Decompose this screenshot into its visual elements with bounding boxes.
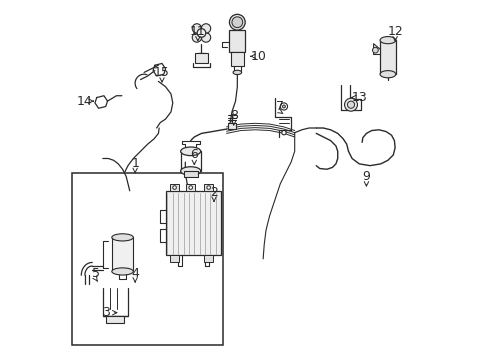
Bar: [204, 184, 212, 191]
Ellipse shape: [180, 167, 201, 175]
Circle shape: [346, 101, 354, 108]
Bar: [204, 255, 212, 262]
Circle shape: [192, 24, 201, 33]
Ellipse shape: [233, 70, 241, 75]
Bar: [72, 173, 223, 345]
Bar: [230, 51, 244, 66]
Text: 10: 10: [250, 50, 266, 63]
Circle shape: [197, 29, 205, 37]
Text: 7: 7: [276, 100, 284, 113]
Text: 11: 11: [190, 25, 205, 38]
Circle shape: [282, 105, 285, 108]
Circle shape: [229, 14, 244, 30]
Text: 12: 12: [386, 25, 402, 38]
Circle shape: [281, 131, 285, 135]
Text: 14: 14: [77, 95, 93, 108]
Text: 2: 2: [210, 186, 218, 199]
Bar: [229, 30, 244, 51]
Text: 4: 4: [131, 267, 139, 280]
Bar: [170, 184, 179, 191]
Text: 5: 5: [91, 267, 100, 280]
Bar: [183, 171, 198, 177]
Ellipse shape: [112, 234, 133, 241]
Bar: [106, 316, 124, 323]
Circle shape: [201, 24, 210, 33]
Circle shape: [172, 186, 176, 189]
Bar: [112, 237, 133, 271]
Circle shape: [192, 33, 201, 42]
Ellipse shape: [379, 37, 395, 44]
Text: 15: 15: [154, 66, 170, 79]
Text: 3: 3: [102, 306, 110, 319]
Circle shape: [201, 33, 210, 42]
Bar: [165, 191, 221, 255]
Circle shape: [372, 47, 378, 53]
Circle shape: [206, 186, 210, 189]
Ellipse shape: [112, 268, 133, 275]
Text: 9: 9: [362, 170, 369, 183]
Ellipse shape: [379, 71, 395, 78]
Text: 8: 8: [229, 109, 237, 122]
Circle shape: [344, 98, 357, 111]
Circle shape: [188, 186, 192, 189]
Text: 13: 13: [351, 91, 366, 104]
Circle shape: [231, 17, 242, 28]
Text: 1: 1: [131, 157, 139, 170]
Bar: [379, 40, 395, 74]
Bar: [170, 255, 179, 262]
Ellipse shape: [180, 147, 201, 156]
Bar: [228, 123, 235, 129]
Bar: [186, 184, 195, 191]
Circle shape: [280, 103, 287, 110]
Text: 6: 6: [190, 148, 198, 161]
Bar: [195, 53, 207, 63]
